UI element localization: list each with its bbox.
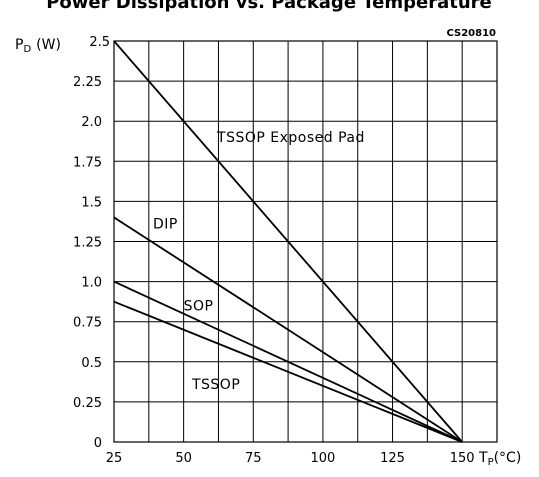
y-axis-symbol: P — [15, 37, 23, 53]
plot-frame — [113, 40, 498, 443]
x-axis-label: TP(°C) — [478, 450, 521, 468]
y-tick-label: 1.75 — [73, 155, 102, 170]
y-axis-unit: (W) — [36, 37, 61, 53]
grid — [114, 41, 497, 442]
x-tick-labels: 25 50 75 100 125 150 — [106, 451, 475, 466]
series-label: TSSOP — [191, 377, 240, 393]
x-tick-label: 100 — [310, 451, 335, 466]
y-tick-label: 1.5 — [81, 195, 102, 210]
y-tick-label: 1.25 — [73, 236, 102, 251]
y-tick-label: 2.5 — [89, 35, 110, 50]
x-tick-label: 75 — [245, 451, 262, 466]
x-tick-label: 125 — [380, 451, 405, 466]
y-tick-label: 0 — [94, 436, 102, 451]
chart-title: Power Dissipation vs. Package Temperatur… — [46, 0, 492, 13]
y-tick-label: 2.25 — [73, 75, 102, 90]
series-label: SOP — [184, 298, 214, 314]
series-label: TSSOP Exposed Pad — [216, 130, 365, 146]
y-axis-subscript: D — [23, 44, 31, 55]
y-tick-label: 2.0 — [81, 115, 102, 130]
y-tick-label: 0.75 — [73, 316, 102, 331]
y-tick-label: 1.0 — [81, 276, 102, 291]
series-line — [113, 300, 463, 443]
series-line — [113, 40, 463, 443]
series-line — [113, 216, 463, 443]
y-axis-label: PD (W) — [15, 37, 61, 55]
x-tick-label: 150 — [450, 451, 475, 466]
y-tick-labels: 0 0.25 0.5 0.75 1.0 1.25 1.5 1.75 2.0 2.25 2.5 — [73, 35, 110, 451]
series-line — [113, 280, 463, 443]
series-label: DIP — [153, 217, 178, 233]
series-labels: TSSOP Exposed Pad DIP SOP TSSOP — [153, 130, 365, 393]
x-tick-label: 50 — [175, 451, 192, 466]
x-axis-unit: (°C) — [494, 450, 522, 466]
y-tick-label: 0.25 — [73, 396, 102, 411]
chart-code: CS20810 — [446, 28, 496, 39]
series-lines — [113, 40, 463, 443]
x-axis-subscript: P — [488, 457, 494, 468]
y-tick-label: 0.5 — [81, 356, 102, 371]
x-tick-label: 25 — [106, 451, 123, 466]
x-axis-symbol: T — [478, 450, 488, 466]
